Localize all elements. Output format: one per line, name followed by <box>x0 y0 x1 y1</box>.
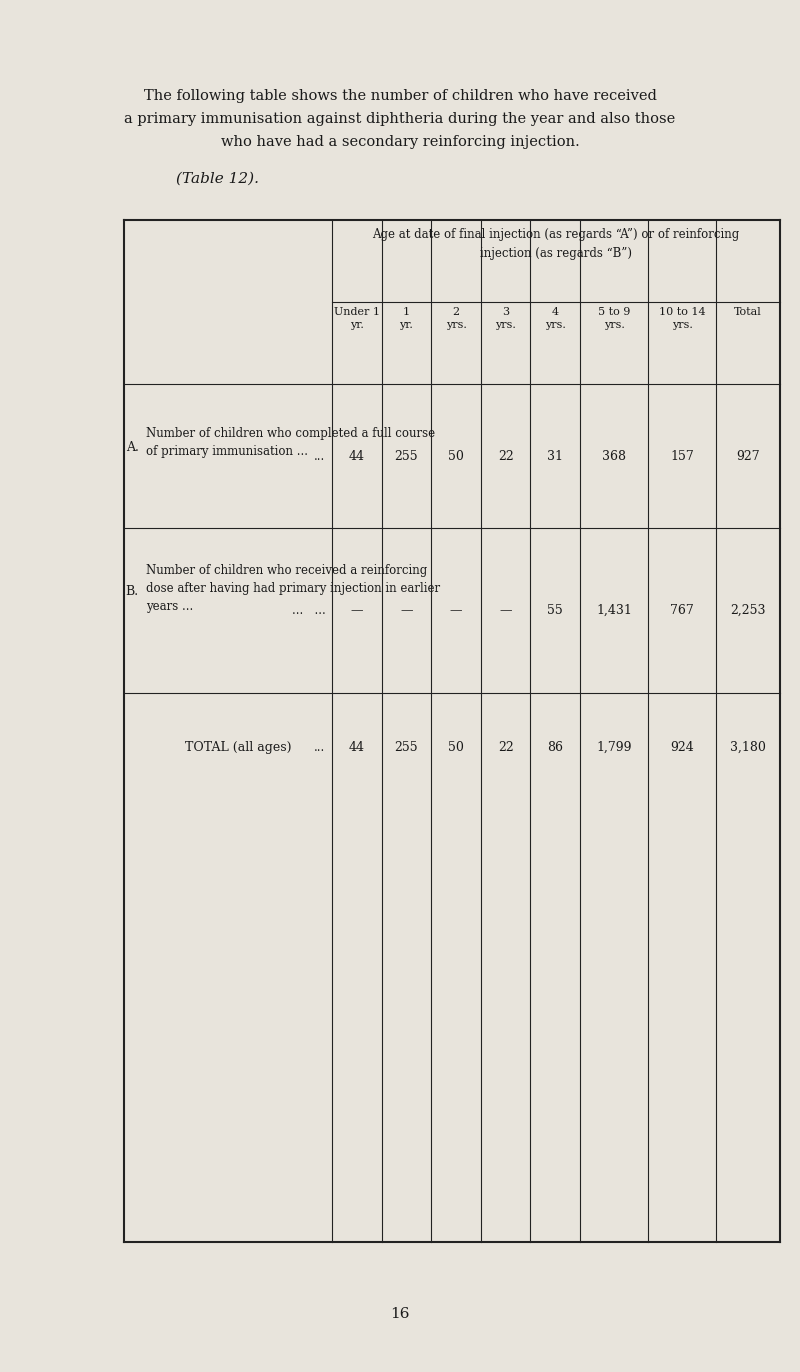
Text: 255: 255 <box>394 450 418 462</box>
Text: 22: 22 <box>498 450 514 462</box>
Text: 2,253: 2,253 <box>730 604 766 617</box>
Text: The following table shows the number of children who have received
a primary imm: The following table shows the number of … <box>124 89 676 148</box>
Text: 50: 50 <box>448 450 464 462</box>
Text: —: — <box>350 604 363 617</box>
Text: —: — <box>450 604 462 617</box>
Text: 1,799: 1,799 <box>596 741 632 755</box>
Text: —: — <box>400 604 413 617</box>
Text: 86: 86 <box>547 741 563 755</box>
Text: 5 to 9
yrs.: 5 to 9 yrs. <box>598 307 630 331</box>
Text: 767: 767 <box>670 604 694 617</box>
Text: 2
yrs.: 2 yrs. <box>446 307 466 331</box>
Text: 3
yrs.: 3 yrs. <box>495 307 516 331</box>
Text: TOTAL (all ages): TOTAL (all ages) <box>185 741 291 755</box>
Text: 31: 31 <box>547 450 563 462</box>
Text: 1
yr.: 1 yr. <box>399 307 414 331</box>
Text: B.: B. <box>126 584 138 598</box>
Text: Number of children who received a reinforcing
dose after having had primary inje: Number of children who received a reinfo… <box>146 564 441 613</box>
Text: 4
yrs.: 4 yrs. <box>545 307 566 331</box>
Text: 3,180: 3,180 <box>730 741 766 755</box>
Text: ...: ... <box>314 450 326 462</box>
Text: 44: 44 <box>349 741 365 755</box>
Text: Number of children who completed a full course
of primary immunisation ...: Number of children who completed a full … <box>146 427 435 458</box>
Text: Total: Total <box>734 307 762 317</box>
Text: Under 1
yr.: Under 1 yr. <box>334 307 380 331</box>
Text: 157: 157 <box>670 450 694 462</box>
Text: 1,431: 1,431 <box>596 604 632 617</box>
Text: 927: 927 <box>736 450 760 462</box>
Text: 55: 55 <box>547 604 563 617</box>
Text: ...   ...: ... ... <box>292 604 326 617</box>
Text: (Table 12).: (Table 12). <box>176 172 259 185</box>
Text: 255: 255 <box>394 741 418 755</box>
Text: 16: 16 <box>390 1308 410 1321</box>
Text: 368: 368 <box>602 450 626 462</box>
Text: 924: 924 <box>670 741 694 755</box>
Text: —: — <box>499 604 512 617</box>
Text: 50: 50 <box>448 741 464 755</box>
Text: Age at date of final injection (as regards “A”) or of reinforcing
injection (as : Age at date of final injection (as regar… <box>372 228 740 259</box>
Text: 10 to 14
yrs.: 10 to 14 yrs. <box>658 307 706 331</box>
Text: ...: ... <box>314 741 326 755</box>
Text: 44: 44 <box>349 450 365 462</box>
Text: A.: A. <box>126 442 138 454</box>
Text: 22: 22 <box>498 741 514 755</box>
